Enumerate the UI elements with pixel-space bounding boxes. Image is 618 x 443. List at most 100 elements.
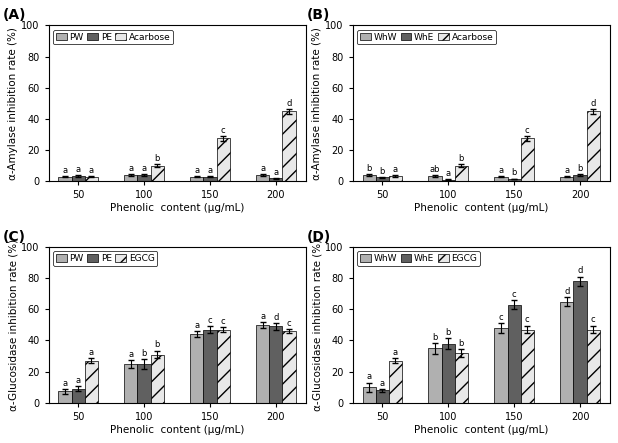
Bar [521,330,534,403]
Bar [363,387,376,403]
Text: a: a [208,166,213,175]
Text: a: a [393,348,398,357]
Bar [389,361,402,403]
Bar [85,177,98,181]
Text: c: c [525,126,530,135]
Text: b: b [577,164,583,173]
Text: (D): (D) [307,230,331,244]
X-axis label: Phenolic  content (μg/mL): Phenolic content (μg/mL) [110,425,244,435]
Text: a: a [194,321,200,330]
Y-axis label: α-Amylase inhibition rate (%): α-Amylase inhibition rate (%) [8,27,19,180]
Bar [72,389,85,403]
Bar [85,361,98,403]
Text: b: b [154,154,160,163]
Text: a: a [142,164,146,173]
Bar [455,166,468,181]
X-axis label: Phenolic  content (μg/mL): Phenolic content (μg/mL) [414,203,548,213]
Bar [256,325,269,403]
Text: d: d [286,99,292,108]
Text: d: d [564,287,570,295]
Text: a: a [62,166,67,175]
Bar [216,139,230,181]
Bar [151,166,164,181]
Text: a: a [89,166,94,175]
Bar [137,364,151,403]
Text: c: c [208,316,213,325]
Text: b: b [459,154,464,163]
Text: c: c [499,313,503,322]
Bar [376,390,389,403]
Bar [586,111,600,181]
Text: a: a [379,379,385,388]
Text: c: c [221,126,226,135]
Y-axis label: α-Glucosidase inhibition rate (%): α-Glucosidase inhibition rate (%) [8,239,19,411]
Text: a: a [446,169,451,178]
Bar [574,281,586,403]
Bar [428,176,442,181]
Y-axis label: α-Glucosidase inhibition rate (%): α-Glucosidase inhibition rate (%) [313,239,323,411]
Legend: WhW, WhE, Acarbose: WhW, WhE, Acarbose [357,30,496,44]
Bar [216,330,230,403]
Bar [363,175,376,181]
Bar [442,344,455,403]
Bar [190,177,203,181]
Text: a: a [260,311,265,321]
Text: a: a [273,167,279,176]
Bar [124,175,137,181]
Bar [574,175,586,181]
Bar [561,177,574,181]
Text: d: d [577,266,583,275]
Bar [494,328,507,403]
Text: b: b [142,349,146,358]
Text: a: a [89,348,94,357]
Bar [256,175,269,181]
Bar [521,139,534,181]
Bar [442,180,455,181]
Text: b: b [379,167,385,176]
Text: c: c [287,319,291,327]
Text: a: a [62,379,67,388]
Bar [389,176,402,181]
Text: (B): (B) [307,8,330,22]
Legend: PW, PE, EGCG: PW, PE, EGCG [53,252,158,266]
Bar [507,305,521,403]
Text: a: a [498,166,504,175]
Bar [203,177,216,181]
Bar [58,177,72,181]
Bar [282,111,295,181]
Legend: WhW, WhE, EGCG: WhW, WhE, EGCG [357,252,480,266]
Bar [151,354,164,403]
Text: c: c [512,290,517,299]
Text: b: b [446,328,451,337]
Y-axis label: α-Amylase inhibition rate (%): α-Amylase inhibition rate (%) [313,27,323,180]
X-axis label: Phenolic  content (μg/mL): Phenolic content (μg/mL) [110,203,244,213]
Bar [190,334,203,403]
Bar [428,348,442,403]
Text: c: c [591,315,596,324]
Text: b: b [433,333,438,342]
Bar [376,178,389,181]
Bar [72,176,85,181]
Bar [203,330,216,403]
Text: b: b [154,340,160,350]
Bar [455,353,468,403]
Bar [282,331,295,403]
Text: a: a [129,350,133,359]
Bar [269,178,282,181]
Bar [561,302,574,403]
Text: (C): (C) [2,230,25,244]
Text: c: c [221,317,226,326]
Legend: PW, PE, Acarbose: PW, PE, Acarbose [53,30,173,44]
Bar [124,364,137,403]
Text: a: a [366,373,371,381]
Text: (A): (A) [2,8,26,22]
Bar [586,330,600,403]
Text: a: a [564,166,569,175]
X-axis label: Phenolic  content (μg/mL): Phenolic content (μg/mL) [414,425,548,435]
Bar [58,391,72,403]
Text: d: d [273,313,279,322]
Text: ab: ab [430,165,440,174]
Text: a: a [75,165,81,174]
Text: b: b [459,339,464,348]
Bar [507,179,521,181]
